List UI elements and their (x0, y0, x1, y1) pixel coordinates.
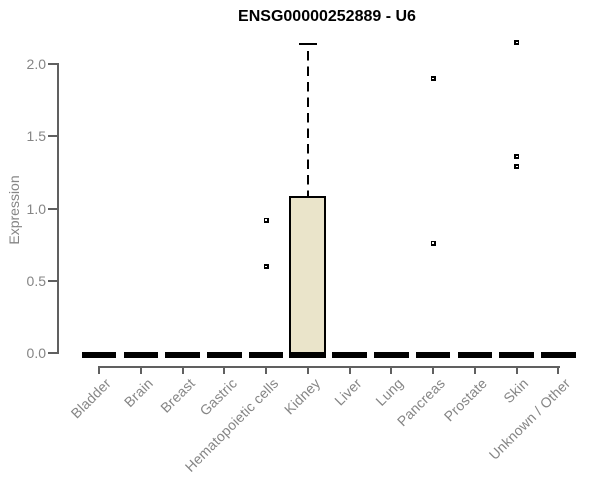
y-axis-line (57, 63, 59, 354)
whisker-cap (298, 42, 317, 46)
outlier-hole (265, 219, 267, 221)
y-tick-label: 2.0 (26, 56, 46, 72)
outlier-hole (432, 242, 434, 244)
x-category-label: Bladder (67, 375, 115, 422)
outlier-point (514, 153, 519, 159)
x-tick (139, 367, 142, 374)
chart-title: ENSG00000252889 - U6 (238, 8, 416, 25)
x-category-label: Brain (120, 375, 157, 411)
outlier-point (263, 263, 269, 269)
x-tick (98, 367, 100, 374)
x-category-label: Breast (157, 375, 198, 416)
x-tick (348, 367, 351, 374)
outlier-point (430, 75, 436, 81)
box (289, 195, 327, 355)
y-tick (48, 279, 57, 282)
x-tick (390, 367, 393, 374)
y-tick (48, 207, 57, 210)
x-category-label: Lung (372, 375, 407, 409)
x-category-label: Liver (331, 375, 365, 409)
y-tick-label: 1.0 (26, 200, 46, 217)
box-median (289, 352, 327, 358)
x-tick (557, 367, 560, 374)
box-collapsed (248, 352, 284, 358)
outlier-point (263, 217, 269, 223)
x-axis-line (97, 366, 560, 368)
outlier-hole (515, 41, 518, 44)
x-tick (473, 367, 476, 374)
x-category-label: Kidney (280, 375, 324, 418)
y-tick (48, 352, 57, 354)
box-collapsed (123, 352, 158, 358)
box-collapsed (332, 352, 367, 358)
x-tick (265, 367, 267, 374)
outlier-point (514, 39, 519, 45)
box-collapsed (541, 352, 576, 358)
box-collapsed (374, 352, 409, 358)
box-collapsed (165, 352, 200, 358)
y-tick-label: 1.5 (26, 128, 46, 145)
x-category-label: Prostate (440, 375, 491, 425)
outlier-hole (265, 265, 267, 268)
x-tick (432, 367, 434, 374)
outlier-hole (515, 165, 518, 168)
x-tick (223, 367, 226, 374)
y-tick (48, 135, 57, 138)
outlier-hole (432, 77, 434, 80)
box-collapsed (499, 352, 534, 358)
box-collapsed (81, 352, 117, 358)
outlier-point (430, 240, 436, 246)
y-tick (48, 63, 57, 65)
x-category-label: Skin (500, 375, 532, 407)
y-tick-label: 0.5 (26, 272, 46, 289)
box-collapsed (415, 352, 451, 358)
outlier-hole (515, 155, 518, 158)
x-tick (306, 367, 309, 374)
y-tick-label: 0.0 (26, 345, 46, 361)
x-tick (515, 367, 518, 374)
x-tick (181, 367, 184, 374)
x-category-label: Unknown / Other (485, 375, 574, 463)
box-collapsed (457, 352, 492, 358)
whisker (306, 45, 309, 196)
box-collapsed (207, 352, 242, 358)
outlier-point (514, 164, 519, 170)
